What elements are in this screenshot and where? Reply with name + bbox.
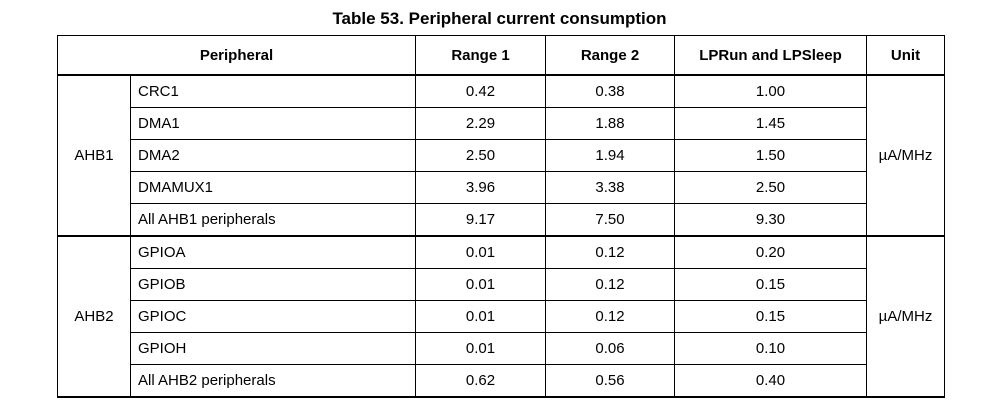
- lprun-value-cell: 0.10: [674, 332, 867, 365]
- lprun-value-cell: 1.00: [674, 74, 867, 108]
- range2-value-cell: 0.12: [545, 300, 675, 333]
- header-row: Peripheral Range 1 Range 2 LPRun and LPS…: [57, 35, 945, 76]
- peripheral-name-cell: GPIOH: [130, 332, 416, 365]
- unit-cell: µA/MHz: [866, 235, 945, 398]
- table-caption: Table 53. Peripheral current consumption: [332, 9, 667, 28]
- header-lprun-lpsleep: LPRun and LPSleep: [674, 35, 867, 76]
- bus-group-cell: AHB1: [57, 74, 131, 237]
- header-unit: Unit: [866, 35, 945, 76]
- range2-value-cell: 0.12: [545, 268, 675, 301]
- range1-value-cell: 0.01: [415, 300, 546, 333]
- peripheral-name-cell: All AHB2 peripherals: [130, 364, 416, 398]
- table-body: AHB1 CRC1 0.42 0.38 1.00 µA/MHz DMA1 2.29 1.88 1.…: [57, 74, 945, 398]
- bus-group-cell: AHB2: [57, 235, 131, 398]
- peripheral-name-cell: DMA1: [130, 107, 416, 140]
- range2-value-cell: 0.12: [545, 235, 675, 269]
- header-range2: Range 2: [545, 35, 675, 76]
- range1-value-cell: 2.29: [415, 107, 546, 140]
- table-row: All AHB1 peripherals 9.17 7.50 9.30: [58, 203, 945, 237]
- peripheral-name-cell: CRC1: [130, 74, 416, 108]
- peripheral-name-cell: DMA2: [130, 139, 416, 172]
- unit-cell: µA/MHz: [866, 74, 945, 237]
- lprun-value-cell: 0.15: [674, 268, 867, 301]
- range1-value-cell: 0.01: [415, 332, 546, 365]
- range2-value-cell: 3.38: [545, 171, 675, 204]
- range1-value-cell: 9.17: [415, 203, 546, 237]
- range2-value-cell: 7.50: [545, 203, 675, 237]
- lprun-value-cell: 1.50: [674, 139, 867, 172]
- peripheral-current-table: Peripheral Range 1 Range 2 LPRun and LPS…: [57, 35, 945, 398]
- header-range1: Range 1: [415, 35, 546, 76]
- header-peripheral: Peripheral: [57, 35, 416, 76]
- table-row: GPIOC 0.01 0.12 0.15: [58, 300, 945, 333]
- table-row: DMAMUX1 3.96 3.38 2.50: [58, 171, 945, 204]
- table-row: AHB2 GPIOA 0.01 0.12 0.20 µA/MHz: [57, 235, 945, 398]
- lprun-value-cell: 0.15: [674, 300, 867, 333]
- range1-value-cell: 0.42: [415, 74, 546, 108]
- table-row: AHB1 CRC1 0.42 0.38 1.00 µA/MHz: [57, 74, 945, 237]
- range1-value-cell: 2.50: [415, 139, 546, 172]
- range2-value-cell: 0.38: [545, 74, 675, 108]
- lprun-value-cell: 9.30: [674, 203, 867, 237]
- lprun-value-cell: 0.40: [674, 364, 867, 398]
- range1-value-cell: 0.62: [415, 364, 546, 398]
- table-row: DMA1 2.29 1.88 1.45: [58, 107, 945, 140]
- range2-value-cell: 1.94: [545, 139, 675, 172]
- peripheral-name-cell: GPIOB: [130, 268, 416, 301]
- lprun-value-cell: 1.45: [674, 107, 867, 140]
- peripheral-name-cell: GPIOA: [130, 235, 416, 269]
- range1-value-cell: 0.01: [415, 235, 546, 269]
- table-row: GPIOB 0.01 0.12 0.15: [58, 268, 945, 301]
- peripheral-name-cell: All AHB1 peripherals: [130, 203, 416, 237]
- peripheral-name-cell: GPIOC: [130, 300, 416, 333]
- table-row: DMA2 2.50 1.94 1.50: [58, 139, 945, 172]
- range1-value-cell: 0.01: [415, 268, 546, 301]
- range2-value-cell: 1.88: [545, 107, 675, 140]
- peripheral-name-cell: DMAMUX1: [130, 171, 416, 204]
- table-row: GPIOH 0.01 0.06 0.10: [58, 332, 945, 365]
- table-row: All AHB2 peripherals 0.62 0.56 0.40: [58, 364, 945, 398]
- range2-value-cell: 0.56: [545, 364, 675, 398]
- range1-value-cell: 3.96: [415, 171, 546, 204]
- lprun-value-cell: 0.20: [674, 235, 867, 269]
- range2-value-cell: 0.06: [545, 332, 675, 365]
- lprun-value-cell: 2.50: [674, 171, 867, 204]
